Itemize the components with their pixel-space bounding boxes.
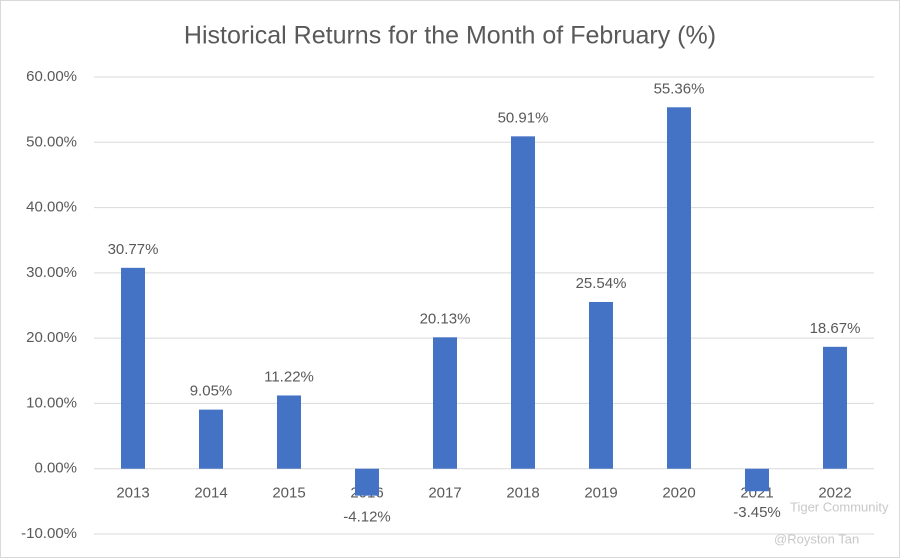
bar — [745, 468, 769, 492]
y-tick-label: 20.00% — [26, 329, 77, 346]
x-tick-label: 2015 — [272, 485, 305, 502]
x-tick-label: 2017 — [428, 485, 461, 502]
x-tick-label: 2022 — [818, 485, 851, 502]
value-label: 50.91% — [498, 109, 549, 126]
bar — [121, 267, 145, 469]
y-tick-label: 40.00% — [26, 199, 77, 216]
y-tick-label: 60.00% — [26, 68, 77, 85]
bar — [433, 337, 457, 469]
value-label: 25.54% — [576, 275, 627, 292]
bar — [511, 136, 535, 469]
value-label: 30.77% — [108, 241, 159, 258]
value-label: 18.67% — [810, 320, 861, 337]
value-label: 9.05% — [190, 383, 233, 400]
watermark: Tiger Community — [790, 499, 889, 514]
bar — [589, 301, 613, 469]
bar — [667, 107, 691, 469]
y-tick-label: -10.00% — [21, 525, 77, 542]
bar — [199, 409, 223, 469]
y-tick-label: 10.00% — [26, 394, 77, 411]
x-tick-label: 2013 — [116, 485, 149, 502]
watermark: @Royston Tan — [774, 531, 859, 546]
y-tick-label: 30.00% — [26, 264, 77, 281]
y-tick-label: 0.00% — [34, 460, 77, 477]
bar — [355, 468, 379, 496]
value-label: 20.13% — [420, 310, 471, 327]
chart-title: Historical Returns for the Month of Febr… — [184, 22, 716, 50]
x-tick-label: 2018 — [506, 485, 539, 502]
x-tick-label: 2014 — [194, 485, 227, 502]
y-tick-label: 50.00% — [26, 133, 77, 150]
value-label: -3.45% — [733, 504, 781, 521]
x-tick-label: 2020 — [662, 485, 695, 502]
bar — [277, 395, 301, 469]
x-tick-label: 2019 — [584, 485, 617, 502]
value-label: 55.36% — [654, 80, 705, 97]
value-label: 11.22% — [264, 368, 314, 385]
value-label: -4.12% — [343, 509, 391, 526]
bar — [823, 346, 847, 469]
